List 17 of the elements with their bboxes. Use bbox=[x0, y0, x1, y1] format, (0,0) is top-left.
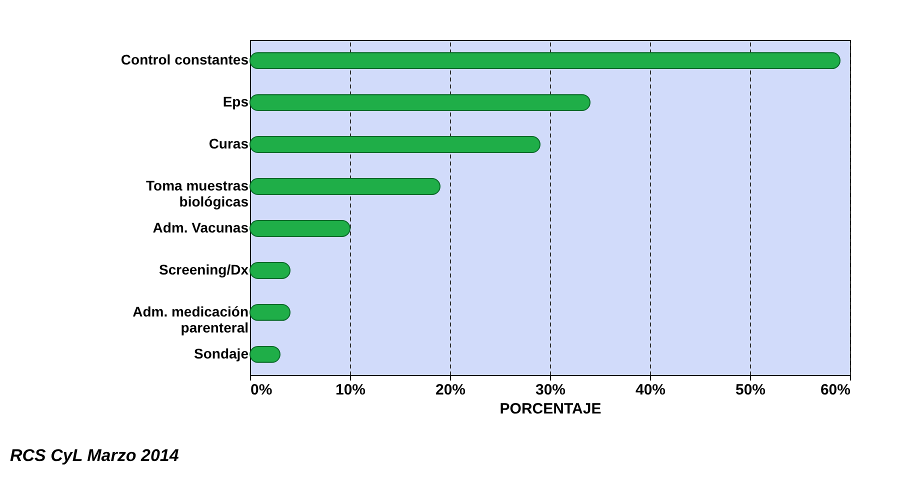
y-tick-label: Eps bbox=[222, 94, 249, 110]
x-tick-label: 40% bbox=[635, 382, 666, 398]
x-tick-label: 30% bbox=[535, 382, 566, 398]
y-tick-label: Screening/Dx bbox=[159, 261, 249, 278]
x-tick-label: 10% bbox=[335, 382, 366, 398]
x-tick-label: 20% bbox=[435, 382, 466, 398]
y-tick-label: Adm. medicación parenteral bbox=[132, 303, 248, 336]
x-tick-label: 0% bbox=[250, 382, 272, 398]
y-tick-label: Sondaje bbox=[194, 345, 249, 362]
x-axis-title: PORCENTAJE bbox=[500, 400, 602, 418]
y-tick-label: Adm. Vacunas bbox=[152, 219, 249, 236]
x-tick-label: 60% bbox=[820, 382, 850, 398]
y-tick-label: Curas bbox=[208, 136, 249, 152]
text: RCS CyL Marzo 2014 bbox=[10, 446, 180, 465]
y-tick-label: Control constantes bbox=[120, 52, 249, 68]
x-tick-label: 50% bbox=[735, 382, 766, 398]
y-tick-label: Toma muestras biológicas bbox=[146, 178, 249, 210]
